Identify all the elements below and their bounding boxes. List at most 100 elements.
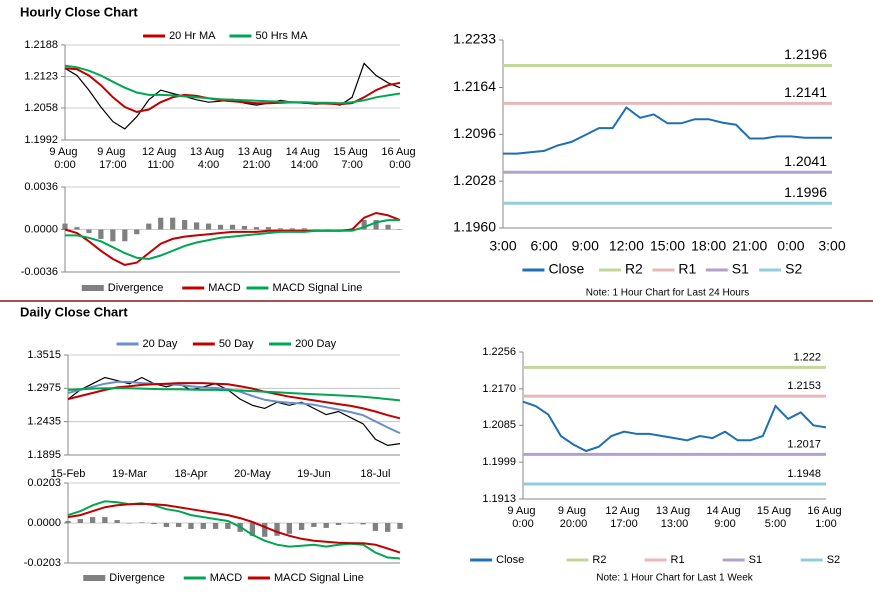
legend-label: 50 Day [219,338,254,350]
x-tick-label: 6:00 [531,238,558,254]
y-tick-label: 1.2028 [453,172,496,188]
legend-swatch [83,575,106,581]
x-tick-label: 19-Mar [112,468,147,480]
x-tick-label: 13 Aug 4:00 [190,146,227,171]
y-tick-label: 1.1992 [24,134,58,146]
divergence-bar [241,225,248,230]
series-line [503,106,832,155]
divergence-bar [86,229,92,234]
x-tick-label: 15-Feb [51,468,86,480]
y-tick-label: 1.2256 [482,346,516,358]
legend-label: MACD [208,282,240,294]
level-label: 1.2041 [784,153,827,169]
divergence-bar [65,521,71,523]
divergence-bar [217,224,224,230]
y-tick-label: 1.2123 [24,70,58,82]
x-tick-label: 16 Aug 1:00 [807,505,844,530]
divergence-bar [265,227,271,230]
y-tick-label: 0.0036 [24,181,58,193]
x-tick-label: 18-Apr [174,468,207,480]
series-line [65,219,400,261]
legend-label: S2 [827,554,840,566]
divergence-bar [194,222,200,230]
legend-label: 50 Hrs MA [255,30,308,42]
x-tick-label: 16 Aug 0:00 [381,146,418,171]
x-tick-label: 13 Aug 21:00 [238,146,275,171]
x-tick-label: 3:00 [818,238,845,254]
divergence-bar [110,229,116,242]
divergence-bar [134,229,140,235]
x-tick-label: 21:00 [732,238,767,254]
x-tick-label: 20-May [234,468,271,480]
divergence-bar [98,229,104,239]
y-tick-label: 1.2085 [482,419,516,431]
legend-label: R2 [625,261,643,277]
divergence-bar [229,224,236,230]
legend-label: Close [548,261,584,277]
series-line [67,502,401,554]
x-tick-label: 15 Aug 5:00 [757,505,794,530]
divergence-bar [277,228,283,230]
legend-label: MACD Signal Line [272,282,362,294]
y-tick-label: 1.1960 [453,219,496,235]
y-tick-label: -0.0036 [21,266,58,278]
y-tick-label: 1.2096 [453,125,496,141]
divergence-bar [102,517,108,523]
section-title: Daily Close Chart [20,304,128,319]
x-tick-label: 9 Aug 17:00 [97,146,128,171]
divergence-bar [77,519,83,523]
divergence-bar [114,520,120,523]
x-tick-label: 18:00 [691,238,726,254]
divergence-bar [205,223,212,230]
divergence-bar [372,523,379,531]
y-tick-label: 1.3515 [27,349,61,361]
divergence-bar [385,224,391,230]
divergence-bar [298,523,305,530]
divergence-bar [89,517,96,523]
chart-note: Note: 1 Hour Chart for Last 24 Hours [586,288,749,299]
divergence-bar [139,522,145,523]
y-tick-label: 0.0000 [24,223,58,235]
y-tick-label: 1.2058 [24,102,58,114]
divergence-bar [286,523,293,534]
divergence-bar [373,220,379,230]
x-tick-label: 9 Aug 20:00 [558,505,589,530]
series-line [64,64,401,105]
x-tick-label: 14 Aug 9:00 [706,505,743,530]
divergence-bar [289,228,295,230]
x-tick-label: 9 Aug 0:00 [49,146,80,171]
divergence-bar [253,227,260,230]
y-tick-label: 1.1913 [482,493,516,505]
legend-label: MACD [210,572,242,584]
y-tick-label: 1.2188 [24,39,58,51]
divergence-bar [122,229,128,242]
y-tick-label: 1.2435 [27,416,61,428]
level-label: 1.1996 [784,184,827,200]
legend-label: R2 [592,554,606,566]
divergence-bar [397,229,403,230]
y-tick-label: 1.2233 [453,31,496,47]
legend-label: S2 [785,261,802,277]
y-tick-label: 0.0000 [27,517,61,529]
divergence-bar [146,223,152,230]
divergence-bar [274,523,280,536]
divergence-bar [311,523,317,527]
divergence-bar [175,523,182,527]
y-tick-label: 1.1999 [482,456,516,468]
divergence-bar [212,523,219,529]
series-line [67,387,401,402]
series-line [64,62,401,130]
divergence-bar [74,227,80,230]
divergence-bar [225,523,231,529]
x-tick-label: 12 Aug 11:00 [142,146,179,171]
divergence-bar [249,523,256,536]
x-tick-label: 9:00 [572,238,599,254]
x-tick-label: 13 Aug 13:00 [656,505,693,530]
legend-label: S1 [732,261,749,277]
x-tick-label: 19-Jun [297,468,331,480]
legend-label: Close [496,554,524,566]
divergence-bar [348,523,354,524]
x-tick-label: 15 Aug 7:00 [333,146,370,171]
level-label: 1.2017 [787,438,821,450]
